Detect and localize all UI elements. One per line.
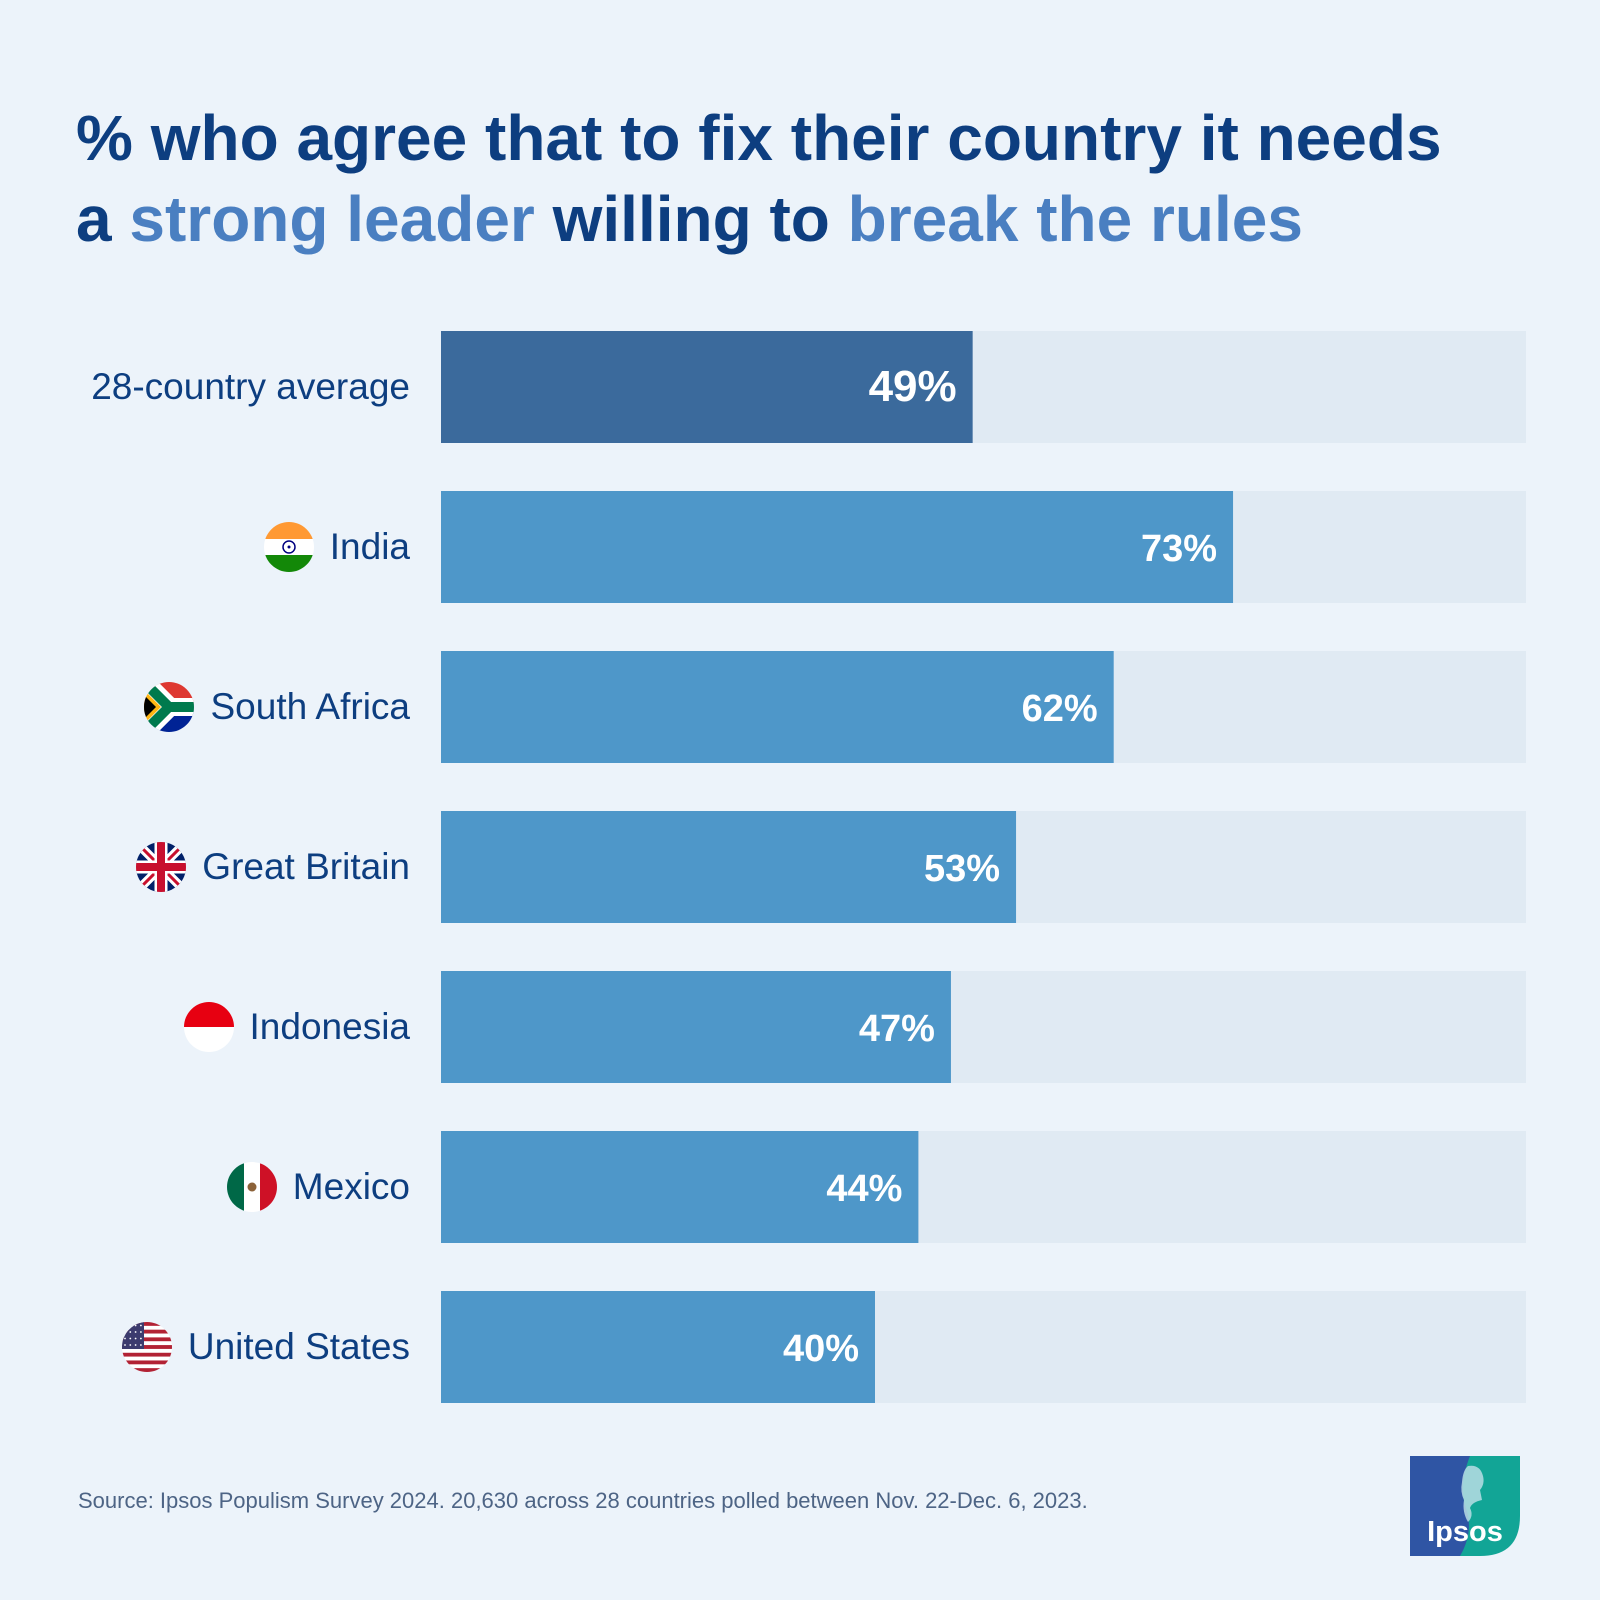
data-label: 40% <box>783 1328 859 1370</box>
bar <box>441 1291 875 1403</box>
category-label-row: 28-country average <box>0 331 410 443</box>
title-highlight-break-the-rules: break the rules <box>847 183 1303 255</box>
title-line-2-middle: willing to <box>534 183 848 255</box>
category-label: South Africa <box>210 686 410 727</box>
category-label: 28-country average <box>91 366 410 407</box>
source-note: Source: Ipsos Populism Survey 2024. 20,6… <box>78 1488 1088 1513</box>
bar <box>441 1131 919 1243</box>
category-label-row: South Africa <box>0 651 410 763</box>
india-flag-icon <box>263 522 314 572</box>
ipsos-logo: Ipsos <box>1410 1456 1520 1556</box>
category-label-row: India <box>0 491 410 603</box>
united-states-flag-icon <box>121 1322 172 1372</box>
category-label: India <box>329 526 410 567</box>
category-label: United States <box>187 1326 410 1367</box>
title-highlight-strong-leader: strong leader <box>129 183 535 255</box>
logo-text: Ipsos <box>1427 1516 1503 1548</box>
data-label: 53% <box>924 848 1000 890</box>
bar <box>441 971 951 1083</box>
title-line-2-start: a <box>76 183 130 255</box>
title-line-1: % who agree that to fix their country it… <box>76 102 1442 174</box>
data-label: 62% <box>1022 688 1098 730</box>
data-label: 47% <box>859 1008 935 1050</box>
south-africa-flag-icon <box>144 682 195 732</box>
bar <box>441 651 1114 763</box>
category-label-row: Great Britain <box>0 811 410 923</box>
data-label: 49% <box>869 362 957 411</box>
indonesia-flag-icon <box>183 1002 234 1052</box>
category-label: Indonesia <box>249 1006 410 1047</box>
category-label-row: Indonesia <box>0 971 410 1083</box>
chart-title: % who agree that to fix their country it… <box>76 98 1536 260</box>
category-label: Mexico <box>292 1166 410 1207</box>
category-label-row: United States <box>0 1291 410 1403</box>
category-label-row: Mexico <box>0 1131 410 1243</box>
bar <box>441 811 1017 923</box>
great-britain-flag-icon <box>136 842 187 892</box>
bar <box>441 491 1234 603</box>
mexico-flag-icon <box>226 1162 277 1212</box>
bar <box>441 331 973 443</box>
data-label: 73% <box>1141 528 1217 570</box>
category-label: Great Britain <box>202 846 410 887</box>
data-label: 44% <box>826 1168 902 1210</box>
